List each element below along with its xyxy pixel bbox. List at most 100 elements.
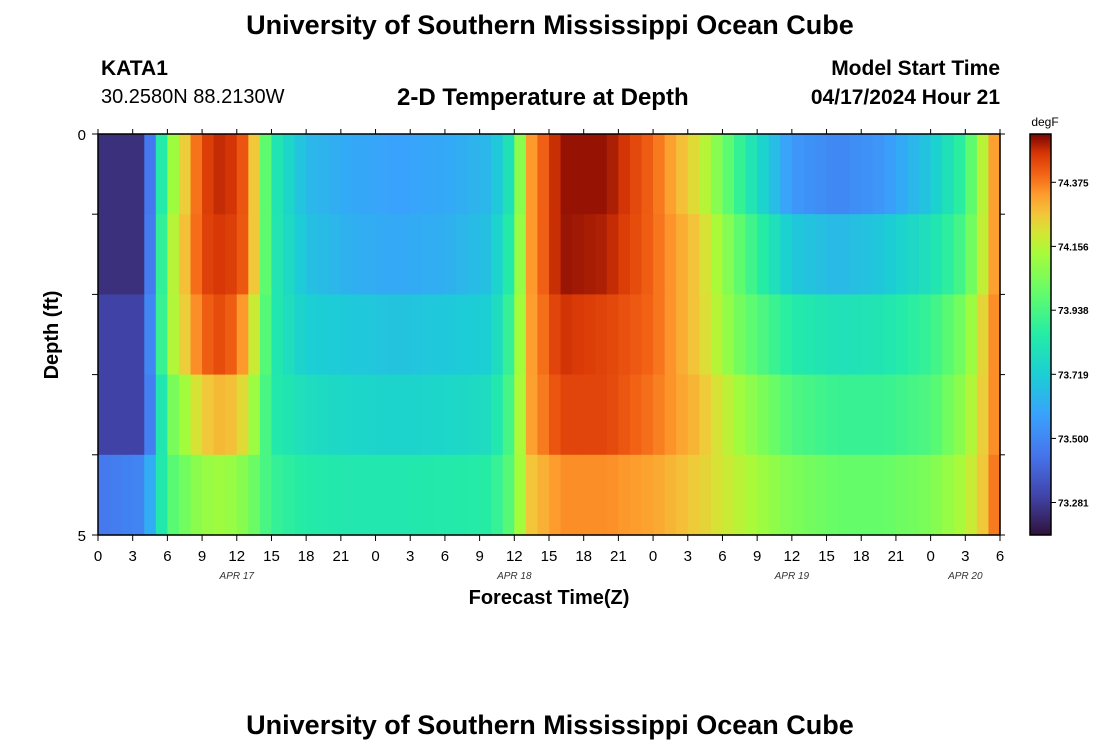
heatmap-cell xyxy=(375,374,388,456)
heatmap-cell xyxy=(537,294,550,376)
heatmap-cell xyxy=(757,294,770,376)
heatmap-cell xyxy=(444,214,458,295)
heatmap-cell xyxy=(132,454,145,536)
colorbar-tick-label: 74.375 xyxy=(1058,178,1089,189)
heatmap-cell xyxy=(121,214,134,295)
heatmap-cell xyxy=(768,374,781,456)
heatmap-cell xyxy=(965,294,978,376)
heatmap-cell xyxy=(537,214,550,295)
heatmap-cell xyxy=(780,374,793,456)
date-label: APR 20 xyxy=(947,571,983,582)
heatmap-cell xyxy=(907,454,920,536)
heatmap-cell xyxy=(606,294,619,376)
heatmap-cell xyxy=(676,134,689,215)
heatmap-cell xyxy=(849,454,862,536)
heatmap-cell xyxy=(895,214,909,295)
heatmap-cell xyxy=(745,214,758,295)
heatmap-cell xyxy=(965,134,978,215)
heatmap-cell xyxy=(699,454,712,536)
heatmap-cell xyxy=(248,294,261,376)
heatmap-cell xyxy=(225,374,238,456)
heatmap-cell xyxy=(213,374,226,456)
heatmap-cell xyxy=(387,374,400,456)
heatmap-cell xyxy=(329,454,342,536)
heatmap-cell xyxy=(872,134,885,215)
heatmap-cell xyxy=(283,374,296,456)
heatmap-cell xyxy=(953,294,966,376)
x-tick-label: 12 xyxy=(784,548,801,565)
heatmap-cell xyxy=(872,294,885,376)
heatmap-cell xyxy=(491,214,504,295)
heatmap-cell xyxy=(202,214,215,295)
heatmap-cell xyxy=(236,374,249,456)
x-tick-label: 21 xyxy=(333,548,350,565)
heatmap-cell xyxy=(387,214,400,295)
heatmap-cell xyxy=(595,374,608,456)
colorbar-tick-label: 74.156 xyxy=(1058,242,1089,253)
x-tick-label: 12 xyxy=(506,548,523,565)
heatmap-cell xyxy=(456,374,469,456)
heatmap-cell xyxy=(629,134,643,215)
heatmap-cell xyxy=(433,294,446,376)
heatmap-cell xyxy=(861,294,874,376)
heatmap-cell xyxy=(317,134,330,215)
heatmap-cell xyxy=(502,454,515,536)
x-tick-label: 3 xyxy=(684,548,692,565)
heatmap-cell xyxy=(132,134,145,215)
heatmap-cell xyxy=(259,454,273,536)
heatmap-cell xyxy=(895,374,909,456)
heatmap-cell xyxy=(768,294,781,376)
heatmap-cell xyxy=(618,134,631,215)
heatmap-cell xyxy=(629,374,643,456)
x-tick-label: 6 xyxy=(718,548,726,565)
heatmap-cell xyxy=(248,134,261,215)
colorbar-tick-label: 73.719 xyxy=(1058,370,1089,381)
heatmap-cell xyxy=(352,454,365,536)
bottom-title: University of Southern Mississippi Ocean… xyxy=(246,710,854,740)
heatmap-cell xyxy=(930,374,943,456)
heatmap-cell xyxy=(907,294,920,376)
station-coords: 30.2580N 88.2130W xyxy=(101,86,285,108)
heatmap-cell xyxy=(259,374,273,456)
heatmap-cell xyxy=(629,454,643,536)
heatmap-cell xyxy=(178,454,192,536)
heatmap-cell xyxy=(595,294,608,376)
heatmap-cell xyxy=(329,294,342,376)
heatmap-cell xyxy=(653,214,666,295)
heatmap-cell xyxy=(98,214,111,295)
heatmap-cell xyxy=(410,294,423,376)
heatmap-cell xyxy=(919,374,932,456)
heatmap-cell xyxy=(919,294,932,376)
heatmap-cell xyxy=(664,454,677,536)
heatmap-cell xyxy=(398,214,411,295)
heatmap-cell xyxy=(572,374,585,456)
heatmap-cell xyxy=(988,294,1001,376)
station-id: KATA1 xyxy=(101,57,168,80)
heatmap-cell xyxy=(722,374,735,456)
heatmap-cell xyxy=(814,294,828,376)
heatmap-cell xyxy=(757,134,770,215)
x-tick-label: 0 xyxy=(649,548,657,565)
heatmap-cell xyxy=(768,134,781,215)
heatmap-cell xyxy=(710,294,724,376)
heatmap-cell xyxy=(745,134,758,215)
heatmap-cell xyxy=(155,454,168,536)
heatmap-cell xyxy=(780,134,793,215)
heatmap-cell xyxy=(976,134,990,215)
y-axis-label: Depth (ft) xyxy=(41,291,63,380)
heatmap-cell xyxy=(421,214,434,295)
heatmap-cell xyxy=(710,454,724,536)
heatmap-cell xyxy=(549,214,562,295)
heatmap-cell xyxy=(144,214,157,295)
colorbar-tick-label: 73.281 xyxy=(1058,499,1089,510)
heatmap-cell xyxy=(375,294,388,376)
heatmap-cell xyxy=(456,134,469,215)
heatmap-cell xyxy=(340,134,354,215)
heatmap-cell xyxy=(595,214,608,295)
heatmap-cell xyxy=(976,214,990,295)
heatmap-cell xyxy=(155,294,168,376)
heatmap-cell xyxy=(271,374,284,456)
x-tick-label: 21 xyxy=(610,548,627,565)
heatmap-cell xyxy=(791,134,805,215)
heatmap-cell xyxy=(803,294,816,376)
